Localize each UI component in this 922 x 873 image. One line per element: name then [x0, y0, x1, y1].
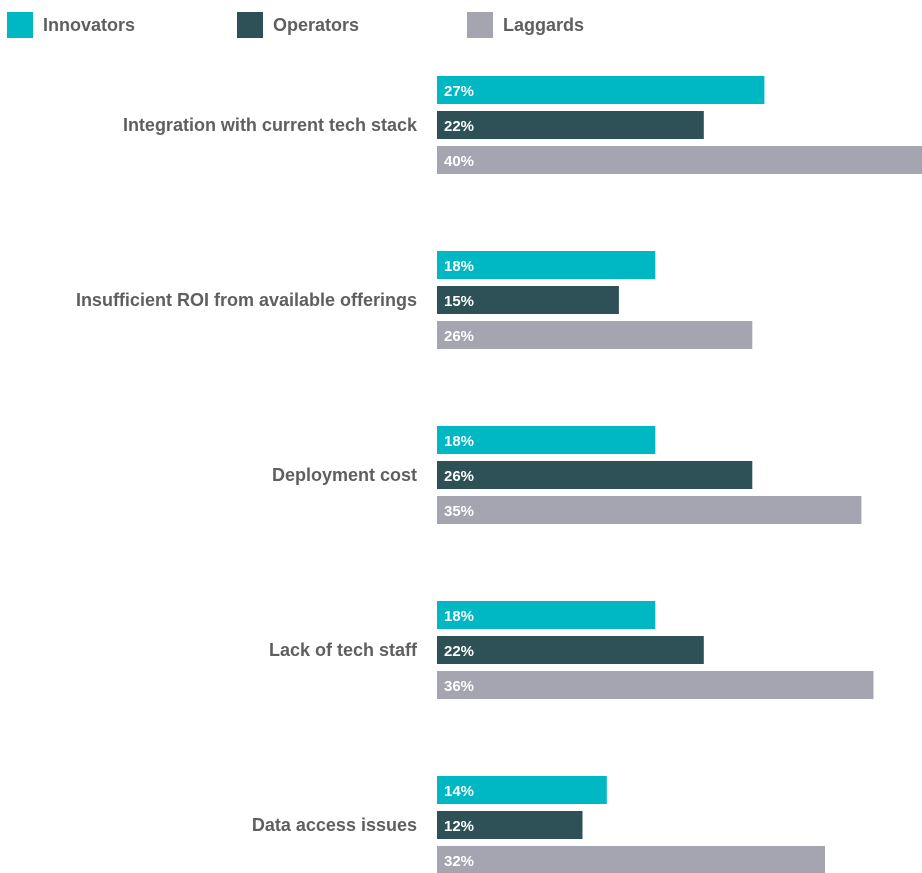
legend-swatch-innovators — [7, 12, 33, 38]
bar-laggards — [437, 496, 862, 524]
bar-value-label: 12% — [444, 818, 474, 835]
bar-laggards — [437, 321, 753, 349]
bar-value-label: 36% — [444, 678, 474, 695]
legend-item-innovators: Innovators — [7, 12, 135, 38]
legend-swatch-laggards — [467, 12, 493, 38]
bar-value-label: 22% — [444, 118, 474, 135]
category-label: Data access issues — [252, 815, 417, 835]
bar-operators — [437, 111, 704, 139]
category-label: Integration with current tech stack — [123, 115, 418, 135]
chart-plot-area: Integration with current tech stack 27% 22… — [76, 76, 922, 873]
bar-value-label: 18% — [444, 258, 474, 275]
bar-value-label: 27% — [444, 83, 474, 100]
bar-value-label: 22% — [444, 643, 474, 660]
bar-operators — [437, 636, 704, 664]
bar-innovators — [437, 76, 765, 104]
bar-innovators — [437, 776, 607, 804]
bar-laggards — [437, 846, 825, 873]
bar-value-label: 35% — [444, 503, 474, 520]
bar-operators — [437, 811, 583, 839]
bar-value-label: 26% — [444, 468, 474, 485]
legend-label-innovators: Innovators — [43, 15, 135, 35]
category-label: Deployment cost — [272, 465, 417, 485]
bar-value-label: 18% — [444, 608, 474, 625]
bar-group: Deployment cost 18% 26% 35% — [272, 426, 862, 524]
category-label: Lack of tech staff — [269, 640, 418, 660]
bar-value-label: 18% — [444, 433, 474, 450]
legend-label-operators: Operators — [273, 15, 359, 35]
bar-innovators — [437, 426, 656, 454]
bar-group: Integration with current tech stack 27% 22… — [123, 76, 922, 174]
bar-innovators — [437, 601, 656, 629]
bar-group: Data access issues 14% 12% 32% — [252, 776, 825, 873]
bar-laggards — [437, 146, 922, 174]
legend-label-laggards: Laggards — [503, 15, 584, 35]
bar-innovators — [437, 251, 656, 279]
chart-legend: Innovators Operators Laggards — [7, 12, 584, 38]
bar-value-label: 15% — [444, 293, 474, 310]
bar-value-label: 40% — [444, 153, 474, 170]
bar-operators — [437, 461, 753, 489]
bar-group: Lack of tech staff 18% 22% 36% — [269, 601, 874, 699]
bar-value-label: 32% — [444, 853, 474, 870]
bar-operators — [437, 286, 619, 314]
legend-item-laggards: Laggards — [467, 12, 584, 38]
bar-value-label: 14% — [444, 783, 474, 800]
category-label: Insufficient ROI from available offering… — [76, 290, 417, 310]
legend-item-operators: Operators — [237, 12, 359, 38]
bar-laggards — [437, 671, 874, 699]
legend-swatch-operators — [237, 12, 263, 38]
bar-group: Insufficient ROI from available offering… — [76, 251, 753, 349]
bar-value-label: 26% — [444, 328, 474, 345]
